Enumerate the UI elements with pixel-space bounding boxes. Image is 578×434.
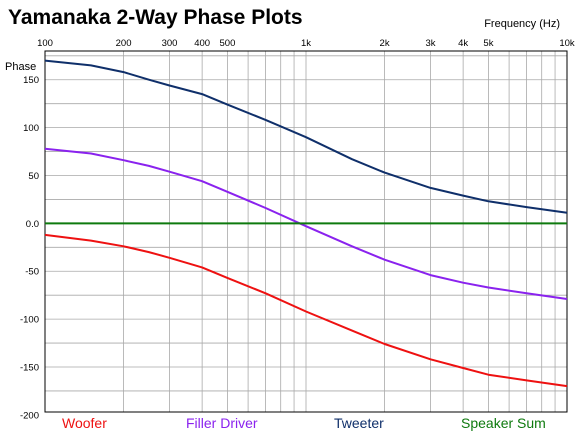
- x-tick-label: 400: [194, 38, 210, 49]
- y-tick-label: -150: [20, 362, 39, 373]
- x-tick-labels: 100 200 300 400 500 1k 2k 3k 4k 5k 10k: [37, 38, 575, 49]
- legend-speaker-sum: Speaker Sum: [461, 415, 546, 431]
- y-tick-label: -50: [25, 267, 39, 278]
- y-tick-label: -200: [20, 410, 39, 421]
- x-tick-label: 5k: [483, 38, 493, 49]
- plot-frame: [44, 50, 568, 413]
- x-tick-label: 4k: [458, 38, 468, 49]
- legend: Woofer Filler Driver Tweeter Speaker Sum: [62, 415, 546, 431]
- y-tick-label: 0.0: [26, 219, 39, 230]
- legend-tweeter: Tweeter: [334, 415, 384, 431]
- x-tick-label: 10k: [559, 38, 575, 49]
- x-tick-label: 100: [37, 38, 53, 49]
- legend-filler-driver: Filler Driver: [186, 415, 258, 431]
- tweeter-line: [44, 59, 568, 214]
- filler-driver-line: [44, 147, 568, 300]
- x-tick-label: 1k: [301, 38, 311, 49]
- x-tick-label: 2k: [380, 38, 390, 49]
- x-tick-label: 3k: [426, 38, 436, 49]
- x-axis-label: Frequency (Hz): [484, 18, 560, 30]
- woofer-line: [44, 233, 568, 388]
- y-tick-label: -100: [20, 315, 39, 326]
- y-tick-label: 150: [23, 75, 39, 86]
- x-tick-label: 300: [162, 38, 178, 49]
- chart-title: Yamanaka 2-Way Phase Plots: [8, 6, 303, 29]
- y-tick-label: 100: [23, 123, 39, 134]
- grid: [45, 51, 567, 412]
- legend-woofer: Woofer: [62, 415, 107, 431]
- y-tick-label: 50: [28, 171, 39, 182]
- y-tick-labels: 150 100 50 0.0 -50 -100 -150 -200: [20, 75, 39, 421]
- x-tick-label: 200: [116, 38, 132, 49]
- y-axis-label: Phase: [5, 61, 36, 73]
- series-lines: [44, 59, 568, 388]
- x-tick-label: 500: [220, 38, 236, 49]
